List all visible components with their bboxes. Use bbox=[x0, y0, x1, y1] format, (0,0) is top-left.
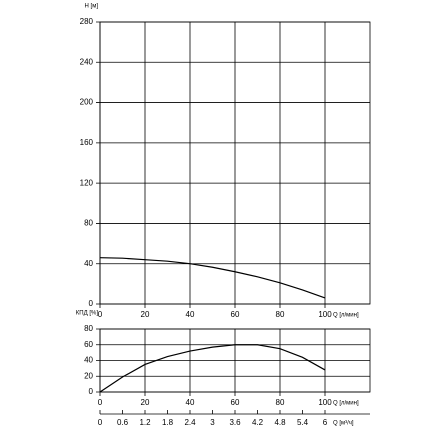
y-axis-label: КПД [%] bbox=[76, 311, 99, 317]
x2-tick-label: 2.4 bbox=[184, 418, 196, 427]
y-tick-label: 60 bbox=[84, 340, 93, 349]
y-tick-label: 40 bbox=[84, 259, 93, 268]
x-tick-label: 0 bbox=[98, 398, 103, 407]
x-tick-label: 20 bbox=[141, 398, 150, 407]
x-tick-label: 60 bbox=[231, 310, 240, 319]
y-tick-label: 240 bbox=[80, 57, 94, 66]
x-tick-label: 100 bbox=[318, 310, 332, 319]
x-tick-label: 40 bbox=[186, 310, 195, 319]
y-tick-label: 80 bbox=[84, 219, 93, 228]
x-tick-label: 100 bbox=[318, 398, 332, 407]
x2-tick-label: 3.6 bbox=[229, 418, 241, 427]
x2-tick-label: 1.2 bbox=[139, 418, 151, 427]
y-tick-label: 120 bbox=[80, 178, 94, 187]
y-tick-label: 80 bbox=[84, 324, 93, 333]
y-tick-label: 0 bbox=[89, 387, 94, 396]
x2-tick-label: 0 bbox=[98, 418, 103, 427]
x-tick-label: 20 bbox=[141, 310, 150, 319]
x2-tick-label: 4.2 bbox=[252, 418, 264, 427]
x2-tick-label: 1.8 bbox=[162, 418, 174, 427]
y-axis-label: H [м] bbox=[85, 4, 99, 10]
y-tick-label: 20 bbox=[84, 371, 93, 380]
y-tick-label: 280 bbox=[80, 17, 94, 26]
x2-tick-label: 5.4 bbox=[297, 418, 309, 427]
x2-tick-label: 6 bbox=[323, 418, 328, 427]
y-tick-label: 200 bbox=[80, 98, 94, 107]
x-tick-label: 0 bbox=[98, 310, 103, 319]
y-tick-label: 40 bbox=[84, 356, 93, 365]
x2-axis-label: Q [м³/ч] bbox=[333, 421, 354, 427]
y-tick-label: 0 bbox=[89, 299, 94, 308]
x2-tick-label: 4.8 bbox=[274, 418, 286, 427]
x-tick-label: 60 bbox=[231, 398, 240, 407]
x-axis-label: Q [л/мин] bbox=[333, 401, 359, 407]
x-tick-label: 80 bbox=[276, 310, 285, 319]
curve bbox=[99, 344, 326, 393]
x-axis-label: Q [л/мин] bbox=[333, 313, 359, 319]
x-tick-label: 80 bbox=[276, 398, 285, 407]
plot-frame bbox=[99, 21, 371, 305]
plot-frame bbox=[99, 328, 371, 393]
x-tick-label: 40 bbox=[186, 398, 195, 407]
y-tick-label: 160 bbox=[80, 138, 94, 147]
curve bbox=[99, 257, 326, 299]
x2-tick-label: 0.6 bbox=[117, 418, 129, 427]
x2-tick-label: 3 bbox=[210, 418, 215, 427]
